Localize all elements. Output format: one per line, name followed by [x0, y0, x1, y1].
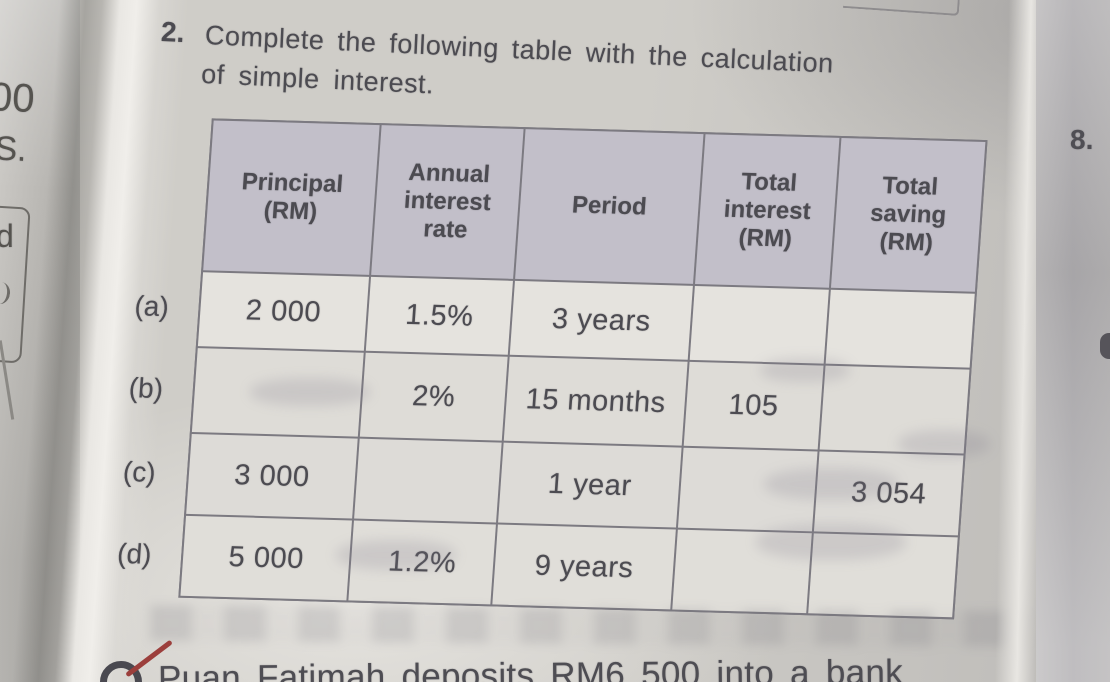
- ghost-smudge: [336, 540, 456, 570]
- cell-b-period: 15 months: [503, 356, 688, 446]
- cell-c-rate: [354, 438, 502, 523]
- margin-fragment-s: 'S.: [0, 129, 28, 169]
- question-text-line2: of simple interest.: [200, 58, 435, 100]
- row-label-a: (a): [133, 290, 170, 323]
- cell-c-principal: 3 000: [186, 433, 358, 519]
- next-question-text: Puan Fatimah deposits RM6 500 into a ban…: [157, 652, 904, 682]
- ghost-smudge: [756, 524, 906, 560]
- cell-b-rate: 2%: [359, 352, 508, 441]
- right-edge-glyph-fragment: [1100, 333, 1110, 359]
- side-question-number: 8.: [1070, 124, 1094, 155]
- cell-a-principal: 2 000: [197, 272, 370, 351]
- ghost-smudge: [898, 430, 990, 458]
- row-label-c: (c): [121, 456, 157, 488]
- cell-a-rate: 1.5%: [365, 276, 513, 355]
- header-total-interest: Total interest (RM): [695, 134, 840, 288]
- cell-d-principal: 5 000: [180, 515, 352, 601]
- cell-a-total-interest: [689, 285, 829, 364]
- header-annual-rate: Annual interest rate: [371, 125, 524, 279]
- ghost-smudge: [764, 468, 898, 500]
- margin-fragment-d: d: [0, 218, 14, 254]
- cell-a-total-saving: [825, 289, 975, 368]
- ghost-text-strip: [149, 604, 1031, 648]
- header-period: Period: [515, 129, 704, 284]
- row-label-b: (b): [127, 372, 165, 405]
- right-page-shadow: [1036, 0, 1110, 682]
- header-total-saving: Total saving (RM): [830, 137, 986, 292]
- ghost-smudge: [760, 358, 850, 382]
- cell-c-period: 1 year: [498, 442, 682, 528]
- header-principal: Principal (RM): [203, 120, 380, 275]
- cell-a-period: 3 years: [509, 280, 693, 360]
- top-box-corner-fragment: [842, 0, 962, 17]
- partial-glyph-fragment: [100, 661, 142, 682]
- ghost-smudge: [250, 378, 370, 406]
- margin-fragment-00: 00: [0, 74, 36, 122]
- cell-d-period: 9 years: [492, 524, 676, 610]
- question-number: 2.: [160, 16, 186, 49]
- interest-table-zone: (a) (b) (c) (d) Principal (RM) Annual in…: [90, 114, 1045, 649]
- row-label-d: (d): [116, 537, 153, 570]
